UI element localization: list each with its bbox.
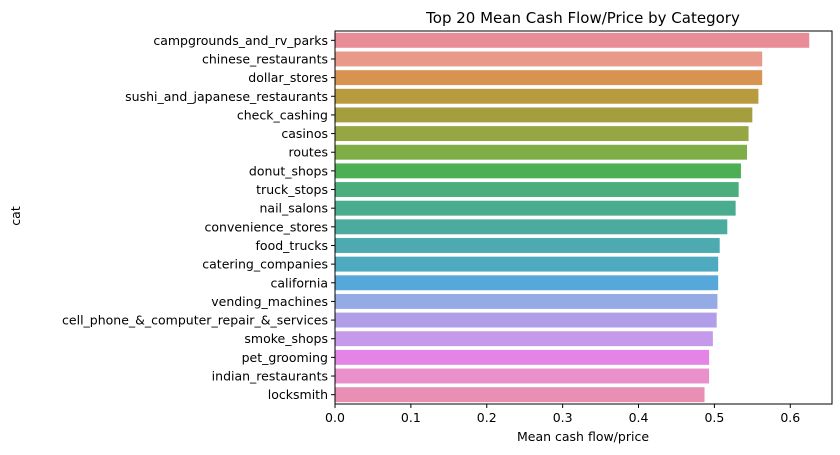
bar	[335, 88, 759, 104]
y-tick-label: dollar_stores	[248, 70, 328, 85]
y-axis-label: cat	[8, 206, 23, 226]
bar	[335, 163, 741, 179]
bar	[335, 349, 710, 365]
bar	[335, 387, 705, 403]
x-tick-label: 0.2	[477, 410, 497, 425]
y-tick-label: donut_shops	[249, 163, 328, 178]
bar	[335, 238, 720, 253]
y-tick-label: casinos	[281, 126, 328, 141]
x-tick-label: 0.6	[780, 410, 800, 425]
bar	[335, 32, 810, 48]
bar	[335, 144, 748, 160]
x-axis-label: Mean cash flow/price	[517, 429, 649, 444]
y-tick-label: california	[270, 275, 328, 290]
bar	[335, 275, 719, 291]
y-tick-label: nail_salons	[259, 201, 328, 216]
bar	[335, 182, 739, 197]
plot-frame	[334, 30, 833, 405]
x-tick-label: 0.3	[553, 410, 573, 425]
bar	[335, 256, 719, 272]
y-tick-label: pet_grooming	[242, 350, 328, 365]
bar	[335, 368, 710, 384]
bar	[335, 293, 718, 309]
y-tick-label: sushi_and_japanese_restaurants	[125, 89, 328, 104]
bar	[335, 331, 713, 347]
y-tick-label: campgrounds_and_rv_parks	[153, 33, 328, 48]
bar	[335, 107, 753, 123]
bars	[335, 32, 810, 403]
y-tick-label: locksmith	[268, 387, 328, 402]
x-tick-label: 0.5	[704, 410, 724, 425]
bar	[335, 126, 749, 142]
y-tick-label: truck_stops	[256, 182, 328, 197]
y-tick-labels: campgrounds_and_rv_parks chinese_restaura…	[62, 33, 335, 402]
axes-frame	[334, 30, 833, 405]
bar	[335, 312, 717, 328]
y-tick-label: catering_companies	[202, 257, 328, 272]
y-tick-label: vending_machines	[211, 294, 328, 309]
y-tick-label: routes	[288, 145, 328, 160]
x-tick-label: 0.0	[325, 410, 345, 425]
y-tick-label: check_cashing	[237, 107, 328, 122]
bar	[335, 51, 763, 67]
bar	[335, 200, 736, 216]
chart-title: Top 20 Mean Cash Flow/Price by Category	[425, 9, 740, 27]
y-tick-label: smoke_shops	[244, 331, 328, 346]
y-tick-label: indian_restaurants	[212, 369, 328, 384]
bar	[335, 219, 728, 235]
y-tick-label: chinese_restaurants	[202, 51, 328, 66]
x-tick-label: 0.4	[629, 410, 649, 425]
y-tick-label: convenience_stores	[205, 219, 328, 234]
x-axis-ticks: 0.0 0.1 0.2 0.3 0.4 0.5 0.6	[325, 404, 800, 425]
bar	[335, 70, 763, 86]
y-tick-label: cell_phone_&_computer_repair_&_services	[62, 313, 328, 328]
y-tick-label: food_trucks	[256, 238, 328, 253]
x-tick-label: 0.1	[401, 410, 421, 425]
